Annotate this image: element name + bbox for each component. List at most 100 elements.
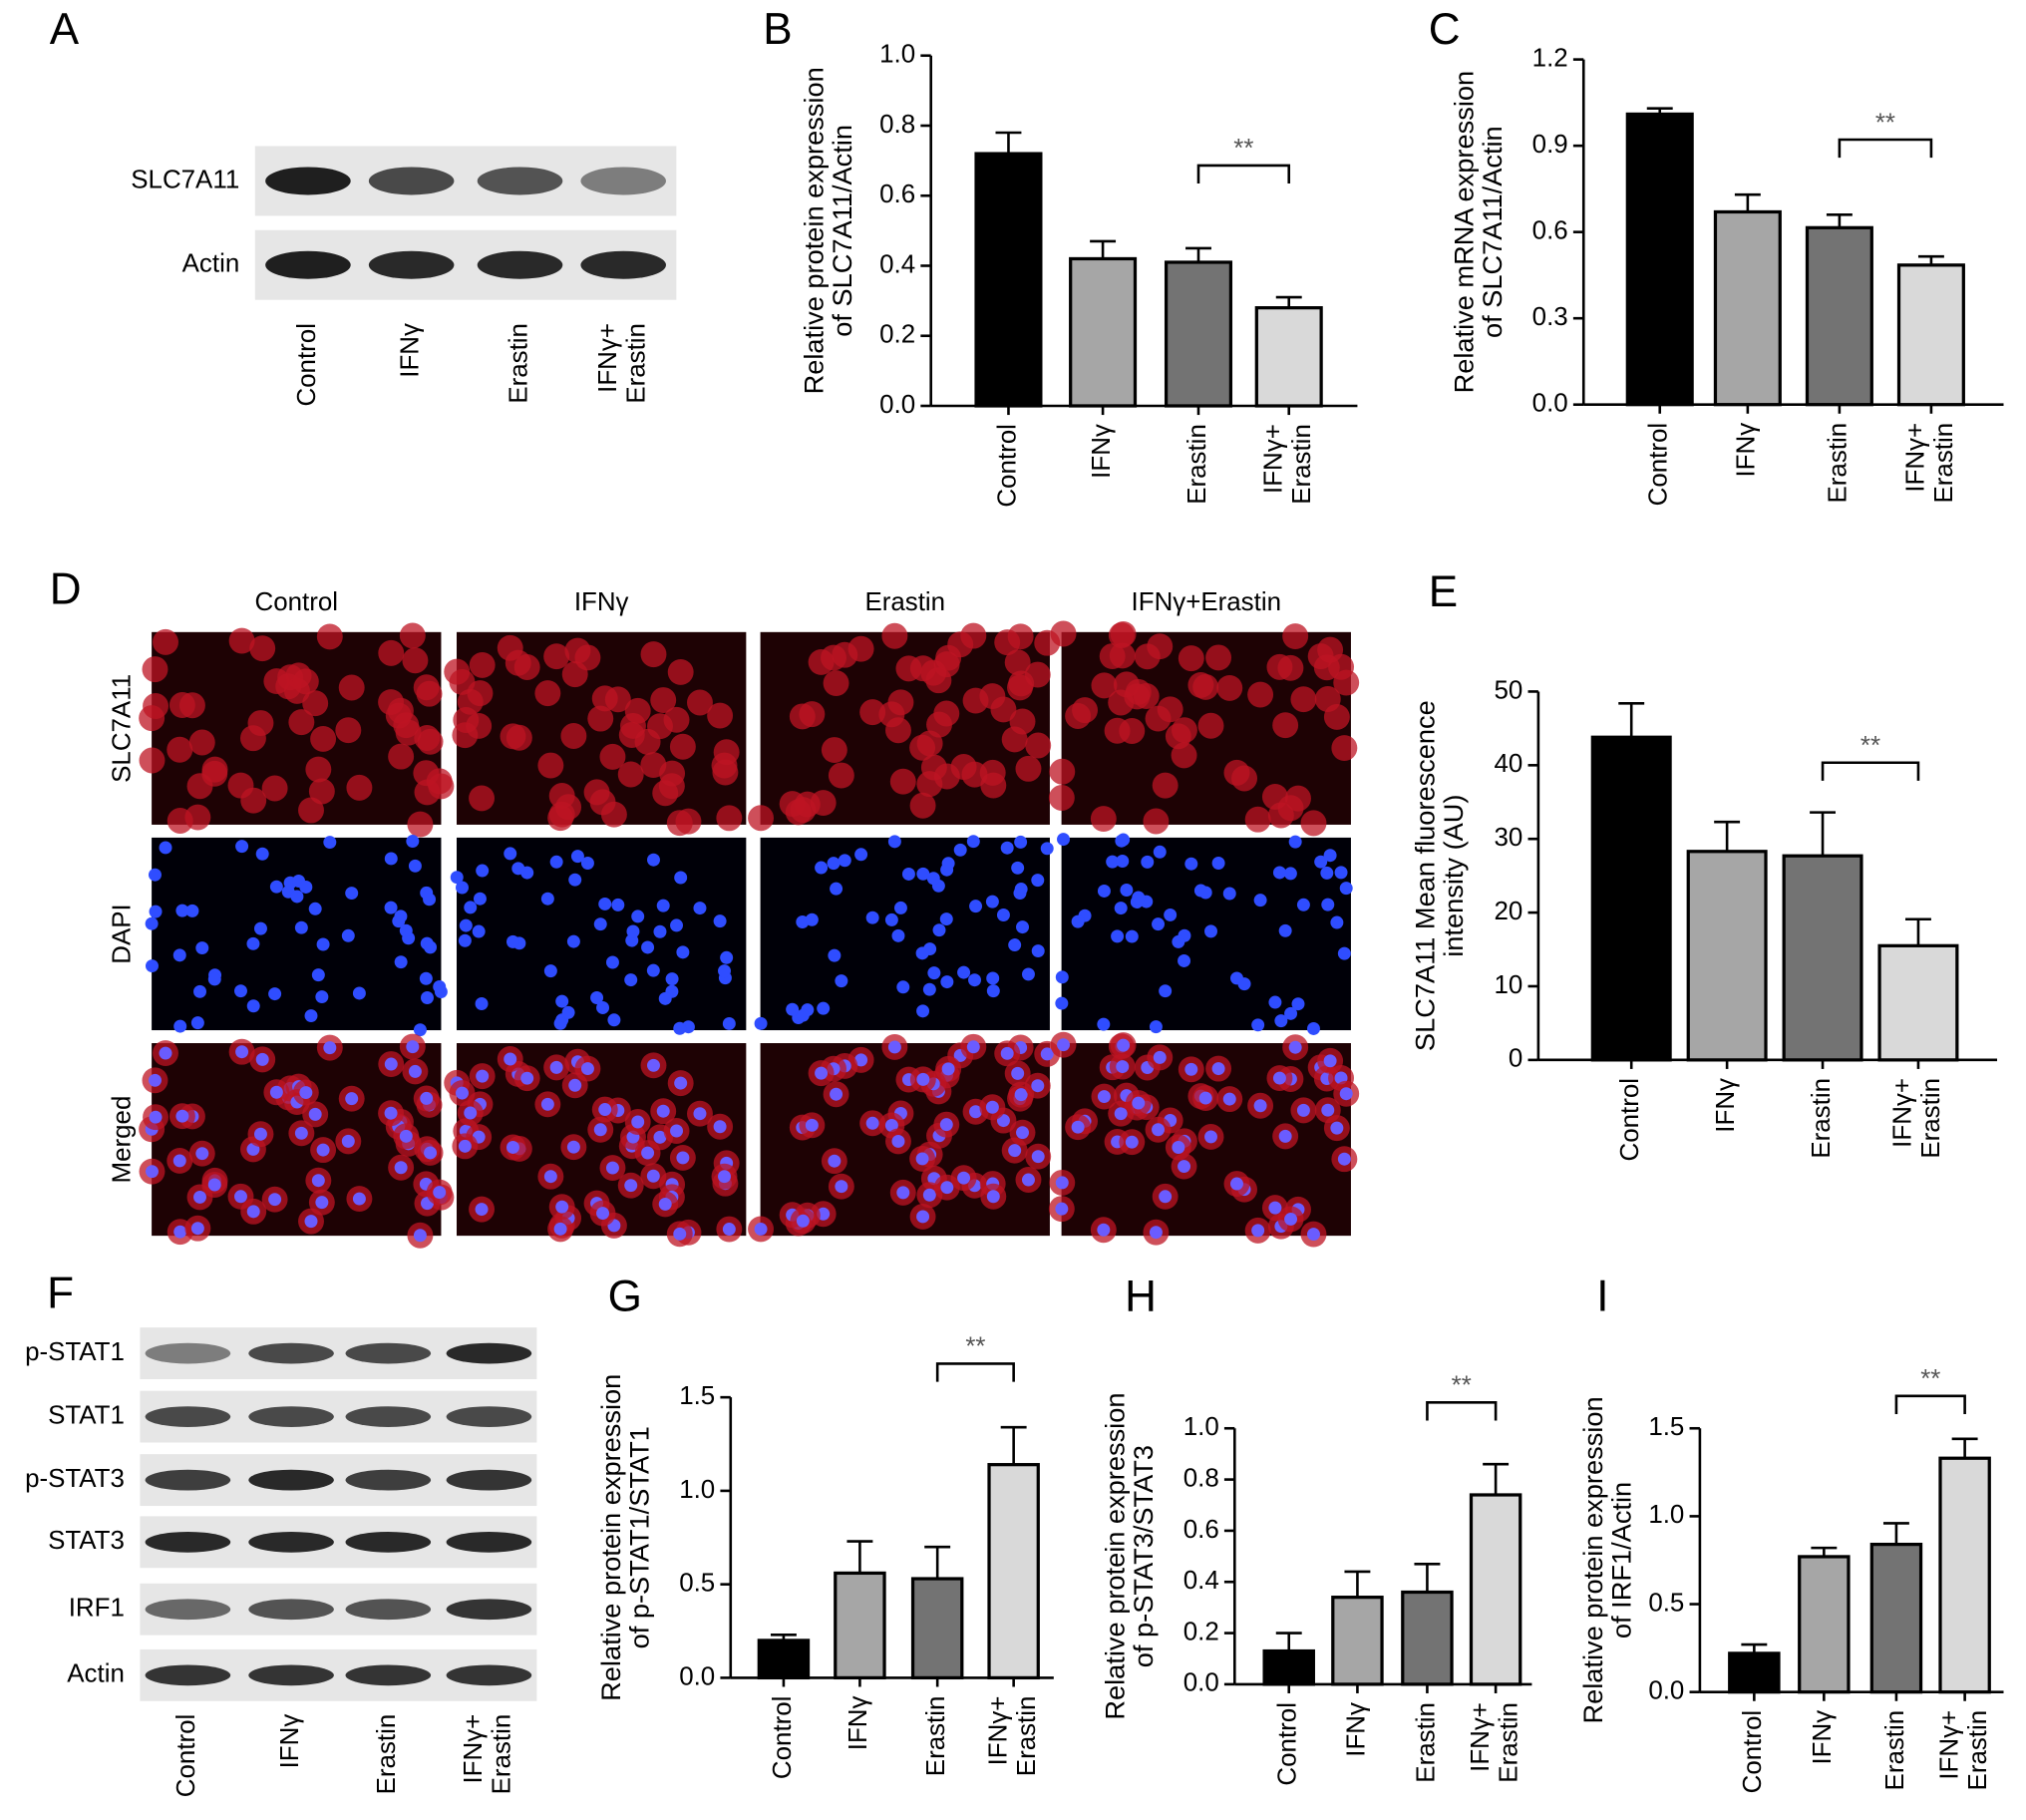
bar: [1590, 735, 1672, 1062]
nucleus: [1149, 1020, 1163, 1034]
cell-stain: [413, 674, 440, 701]
blot-band: [145, 1599, 231, 1621]
nucleus: [311, 968, 325, 982]
y-tick-label: 0.0: [679, 1662, 715, 1690]
nucleus: [464, 1106, 478, 1120]
nucleus: [316, 937, 330, 951]
nucleus: [458, 1139, 472, 1153]
x-tick-label: IFNγ+Erastin: [1259, 424, 1316, 505]
y-tick-label: 0.2: [1183, 1618, 1219, 1645]
nucleus: [647, 1058, 660, 1072]
nucleus: [884, 1119, 898, 1132]
nucleus: [520, 866, 534, 880]
nucleus: [631, 1115, 645, 1129]
nucleus: [1272, 1071, 1286, 1085]
blot-band: [248, 1531, 334, 1553]
nucleus: [384, 852, 398, 866]
nucleus: [838, 854, 851, 868]
cell-stain: [240, 787, 267, 814]
cell-stain: [1110, 620, 1137, 647]
cell-stain: [1090, 806, 1117, 833]
nucleus: [568, 873, 582, 887]
bar: [1805, 225, 1873, 407]
nucleus: [713, 1120, 727, 1134]
y-tick-label: 0.6: [1532, 217, 1568, 245]
cell-stain: [1314, 686, 1341, 712]
cell-stain: [228, 627, 255, 654]
nucleus: [915, 946, 929, 960]
cell-stain: [1261, 783, 1288, 810]
nucleus: [566, 1140, 580, 1154]
nucleus: [246, 999, 260, 1013]
nucleus: [828, 948, 842, 962]
nucleus: [827, 857, 841, 871]
cell-stain: [402, 647, 429, 674]
y-tick-label: 0.6: [1183, 1516, 1219, 1544]
nucleus: [549, 855, 563, 869]
nucleus: [830, 1087, 844, 1101]
cell-stain: [640, 641, 667, 668]
cell-stain: [821, 737, 847, 763]
cell-stain: [548, 783, 575, 809]
nucleus: [1116, 1060, 1130, 1074]
nucleus: [676, 1151, 690, 1165]
nucleus: [207, 972, 221, 986]
nucleus: [421, 991, 434, 1004]
nucleus: [646, 963, 660, 977]
cell-stain: [589, 789, 616, 816]
nucleus: [246, 1205, 260, 1219]
nucleus: [596, 1000, 610, 1014]
nucleus: [1204, 1130, 1217, 1144]
nucleus: [1159, 1190, 1173, 1204]
x-tick-label: Control: [1645, 423, 1673, 507]
nucleus: [926, 872, 940, 886]
cell-stain: [388, 743, 415, 770]
nucleus: [969, 1105, 983, 1119]
significance-bracket: [1838, 138, 1933, 159]
nucleus: [1055, 1176, 1069, 1190]
nucleus: [624, 1179, 638, 1193]
blot-band: [580, 250, 666, 279]
cell-stain: [298, 797, 324, 824]
y-axis-label: SLC7A11 Mean fluorescenceintensity (AU): [1410, 700, 1470, 1051]
cell-stain: [1197, 712, 1224, 739]
nucleus: [1000, 841, 1014, 855]
nucleus: [1178, 953, 1191, 967]
nucleus: [1031, 1079, 1045, 1093]
nucleus: [605, 955, 619, 969]
cell-stain: [1024, 661, 1051, 688]
nucleus: [1114, 902, 1128, 915]
y-tick-label: 0.0: [1532, 390, 1568, 418]
nucleus: [1016, 920, 1029, 934]
nucleus: [193, 1190, 206, 1204]
x-tick-label: IFNγ: [1733, 423, 1761, 478]
nucleus: [193, 984, 206, 998]
cell-stain: [560, 723, 587, 749]
nucleus: [1057, 833, 1071, 847]
cell-stain: [650, 687, 677, 713]
nucleus: [593, 917, 607, 931]
nucleus: [1172, 1141, 1185, 1154]
y-tick-label: 0.0: [1648, 1677, 1684, 1705]
nucleus: [159, 841, 172, 855]
y-tick-label: 10: [1495, 971, 1523, 999]
cell-stain: [790, 797, 817, 824]
cell-stain: [457, 688, 484, 715]
x-tick-label: Erastin: [922, 1696, 950, 1777]
nucleus: [145, 959, 159, 973]
cell-stain: [1145, 705, 1172, 732]
micrograph: [760, 837, 1050, 1031]
lane-label: IFNγ: [396, 323, 424, 378]
nucleus: [1339, 882, 1353, 896]
cell-stain: [711, 752, 738, 779]
lane-label: IFNγ+Erastin: [460, 1714, 516, 1795]
nucleus: [549, 1060, 563, 1074]
nucleus: [754, 1016, 768, 1030]
nucleus: [476, 1069, 490, 1083]
cell-stain: [950, 754, 977, 780]
nucleus: [1111, 929, 1125, 943]
nucleus: [1306, 1228, 1320, 1242]
nucleus: [1031, 874, 1045, 888]
blot-band: [368, 250, 455, 279]
nucleus: [624, 973, 638, 987]
